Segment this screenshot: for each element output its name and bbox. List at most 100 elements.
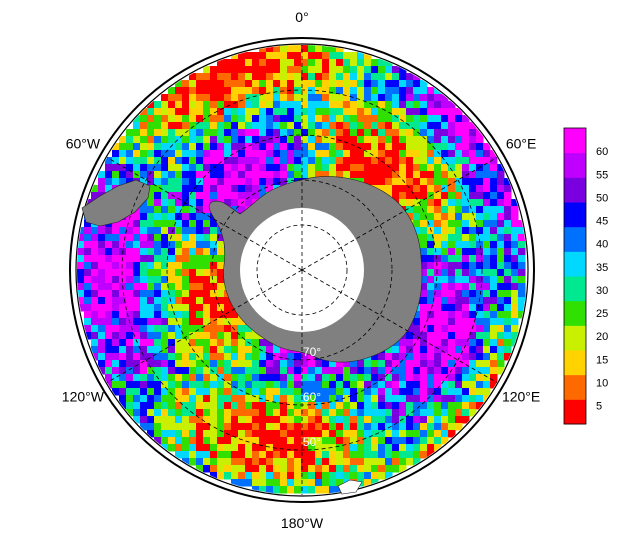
data-cell <box>140 108 148 116</box>
data-cell <box>245 395 253 403</box>
data-cell <box>280 101 288 109</box>
data-cell <box>175 164 183 172</box>
data-cell <box>287 423 295 431</box>
data-cell <box>336 444 344 452</box>
data-cell <box>203 157 211 165</box>
data-cell <box>224 458 232 466</box>
data-cell <box>322 388 330 396</box>
data-cell <box>140 332 148 340</box>
data-cell <box>210 192 218 200</box>
data-cell <box>98 353 106 361</box>
data-cell <box>231 360 239 368</box>
data-cell <box>259 444 267 452</box>
data-cell <box>434 136 442 144</box>
data-cell <box>182 290 190 298</box>
data-cell <box>469 283 477 291</box>
data-cell <box>343 360 351 368</box>
data-cell <box>280 66 288 74</box>
data-cell <box>189 269 197 277</box>
data-cell <box>280 388 288 396</box>
data-cell <box>161 360 169 368</box>
data-cell <box>189 94 197 102</box>
data-cell <box>133 143 141 151</box>
data-cell <box>392 451 400 459</box>
data-cell <box>259 171 267 179</box>
data-cell <box>378 388 386 396</box>
data-cell <box>420 402 428 410</box>
data-cell <box>238 472 246 480</box>
data-cell <box>182 353 190 361</box>
data-cell <box>287 402 295 410</box>
data-cell <box>224 87 232 95</box>
data-cell <box>462 360 470 368</box>
data-cell <box>91 241 99 249</box>
data-cell <box>77 234 85 242</box>
data-cell <box>483 164 491 172</box>
data-cell <box>91 283 99 291</box>
data-cell <box>336 388 344 396</box>
data-cell <box>434 241 442 249</box>
data-cell <box>476 304 484 312</box>
data-cell <box>203 458 211 466</box>
data-cell <box>385 94 393 102</box>
data-cell <box>329 101 337 109</box>
data-cell <box>441 171 449 179</box>
meridian-line <box>106 157 303 271</box>
data-cell <box>350 108 358 116</box>
data-cell <box>357 101 365 109</box>
data-cell <box>385 143 393 151</box>
south-america-tip <box>81 179 151 227</box>
data-cell <box>490 185 498 193</box>
data-cell <box>168 276 176 284</box>
data-cell <box>189 255 197 263</box>
data-cell <box>196 444 204 452</box>
data-cell <box>462 136 470 144</box>
data-cell <box>238 80 246 88</box>
data-cell <box>497 199 505 207</box>
data-cell <box>308 94 316 102</box>
data-cell <box>413 451 421 459</box>
data-cell <box>175 227 183 235</box>
data-cell <box>196 283 204 291</box>
data-cell <box>434 276 442 284</box>
data-cell <box>84 283 92 291</box>
data-cell <box>315 108 323 116</box>
data-cell <box>434 374 442 382</box>
data-cell <box>182 248 190 256</box>
data-cell <box>154 248 162 256</box>
data-cell <box>133 304 141 312</box>
data-cell <box>469 129 477 137</box>
data-cell <box>189 367 197 375</box>
data-cell <box>371 360 379 368</box>
data-cell <box>357 80 365 88</box>
data-cell <box>448 129 456 137</box>
data-cell <box>294 423 302 431</box>
data-cell <box>448 325 456 333</box>
data-cell <box>224 325 232 333</box>
data-cell <box>175 346 183 354</box>
data-cell <box>357 108 365 116</box>
data-cell <box>273 353 281 361</box>
data-cell <box>448 234 456 242</box>
data-cell <box>427 199 435 207</box>
data-cell <box>161 94 169 102</box>
data-cell <box>434 192 442 200</box>
data-cell <box>119 346 127 354</box>
data-cell <box>420 276 428 284</box>
data-cell <box>392 87 400 95</box>
data-cell <box>441 360 449 368</box>
data-cell <box>462 157 470 165</box>
data-cell <box>406 360 414 368</box>
data-cell <box>189 353 197 361</box>
data-cell <box>84 241 92 249</box>
data-cell <box>462 241 470 249</box>
data-cell <box>497 234 505 242</box>
data-cell <box>210 185 218 193</box>
data-cell <box>196 381 204 389</box>
data-cell <box>343 164 351 172</box>
data-cell <box>322 87 330 95</box>
data-cell <box>147 430 155 438</box>
data-cell <box>308 479 316 487</box>
data-cell <box>84 318 92 326</box>
data-cell <box>238 129 246 137</box>
